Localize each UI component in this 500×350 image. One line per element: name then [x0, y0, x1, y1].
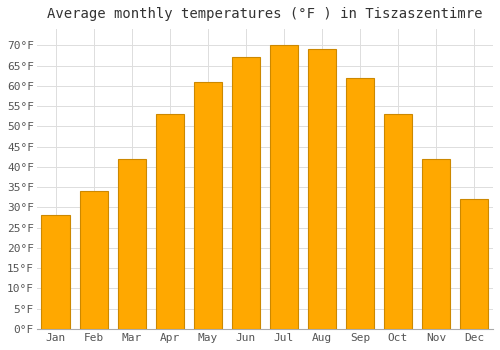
Bar	[194, 82, 222, 329]
Bar	[42, 216, 70, 329]
Bar	[308, 49, 336, 329]
Bar	[270, 45, 298, 329]
Bar	[346, 78, 374, 329]
Bar	[232, 57, 260, 329]
Bar	[80, 191, 108, 329]
Bar	[118, 159, 146, 329]
Bar	[156, 114, 184, 329]
Title: Average monthly temperatures (°F ) in Tiszaszentimre: Average monthly temperatures (°F ) in Ti…	[47, 7, 482, 21]
Bar	[384, 114, 412, 329]
Bar	[422, 159, 450, 329]
Bar	[460, 199, 488, 329]
